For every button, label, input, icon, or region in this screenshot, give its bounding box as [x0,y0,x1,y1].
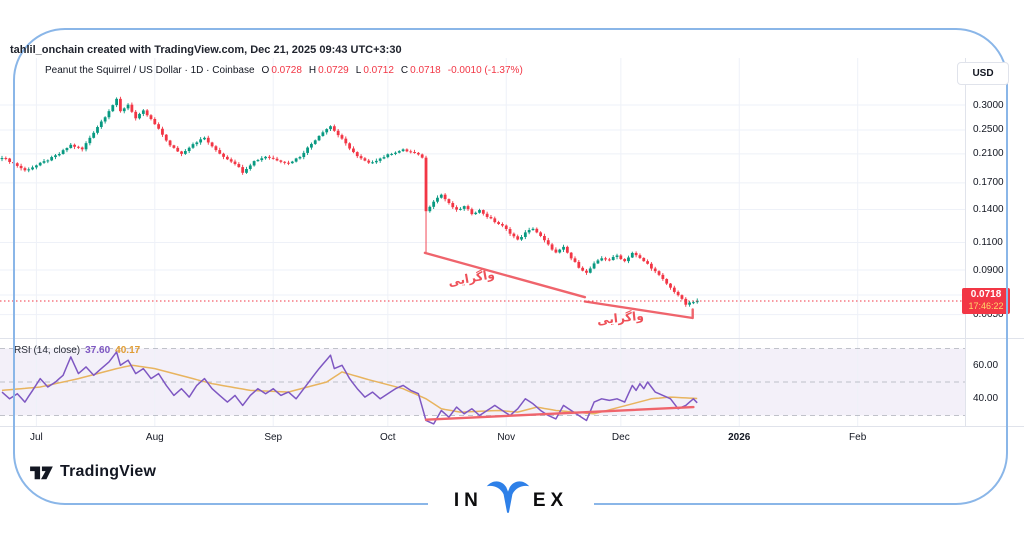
rsi-legend: RSI (14, close) 37.60 40.17 [14,345,140,356]
time-axis-label: Feb [849,432,867,443]
open-label: O [261,65,270,76]
tradingview-icon [30,466,53,480]
time-axis-label: Sep [264,432,283,443]
low-value: 0.0712 [363,65,394,76]
time-axis-label: 2026 [728,432,751,443]
attribution-text: tahlil_onchain created with TradingView.… [10,44,402,56]
time-scale[interactable]: Jul Aug Sep Oct Nov Dec 2026 Feb [0,427,1024,453]
rsi-axis-label: 40.00 [973,393,999,405]
close-label: C [400,65,409,76]
rsi-pane[interactable] [0,338,965,426]
time-axis-label: Aug [145,432,164,443]
price-axis-label: 0.3000 [973,99,1004,111]
price-axis-label: 0.2500 [973,124,1004,136]
tradingview-logo-text: TradingView [60,463,157,480]
time-axis-label: Oct [380,432,396,443]
open-value: 0.0728 [271,65,302,76]
rsi-ma-value: 40.17 [115,345,141,356]
price-pane[interactable] [0,58,965,338]
invex-text-left: IN [453,490,483,511]
last-price-value: 0.0718 [970,288,1002,300]
price-axis-label: 0.1700 [973,177,1004,189]
price-axis-label: 0.1400 [973,203,1004,215]
currency-usd-button[interactable]: USD [957,62,1009,85]
price-axis-label: 0.0900 [973,264,1004,276]
chart-legend: Peanut the Squirrel / US Dollar · 1D · C… [45,65,523,76]
time-axis-label: Jul [29,432,43,443]
change-value: -0.0010 (-1.37%) [447,65,523,76]
close-value: 0.0718 [410,65,441,76]
invex-logo: IN EX [428,472,594,530]
price-axis-label: 0.0650 [973,309,1004,321]
price-axis-label: 0.1100 [973,237,1003,248]
candles [0,96,699,307]
price-divergence-trendline[interactable] [423,251,587,299]
rsi-line [1,351,698,425]
rsi-scale[interactable]: 60.00 40.00 [965,338,1024,426]
low-label: L [355,65,362,76]
price-divergence-trendline[interactable] [583,300,694,320]
symbol-title[interactable]: Peanut the Squirrel / US Dollar · 1D · C… [45,65,255,76]
time-axis-label: Dec [611,432,630,443]
price-axis-label: 0.2100 [973,148,1004,160]
high-value: 0.0729 [318,65,349,76]
high-label: H [308,65,317,76]
rsi-value: 37.60 [85,345,111,356]
pane-divider[interactable] [0,338,1024,339]
time-axis-label: Nov [497,432,516,443]
invex-text-right: EX [532,490,569,511]
rsi-divergence-trendline[interactable] [424,405,695,421]
rsi-axis-label: 60.00 [973,359,999,371]
price-scale-divider [965,58,966,426]
tradingview-logo-link[interactable]: TradingView [28,462,156,482]
bull-horns-v-icon [486,481,530,513]
bar-countdown: 17:46:22 [968,300,1004,311]
time-axis-divider [0,426,1024,427]
last-price-badge: 0.0718 17:46:22 [962,287,1010,314]
rsi-legend-title[interactable]: RSI (14, close) [14,345,81,356]
price-gridlines [0,58,965,338]
